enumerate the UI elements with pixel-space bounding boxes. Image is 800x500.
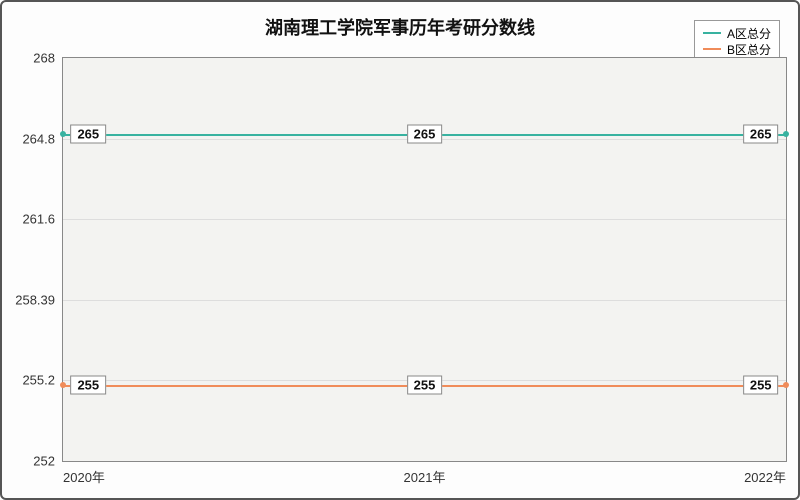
- y-tick-label: 261.6: [22, 212, 55, 227]
- legend-item-a: A区总分: [703, 25, 771, 41]
- series-marker: [783, 382, 789, 388]
- gridline: [63, 300, 786, 301]
- chart-title: 湖南理工学院军事历年考研分数线: [2, 14, 798, 40]
- plot-area: 252255.2258.39261.6264.82682020年2021年202…: [62, 57, 787, 462]
- legend-swatch-a: [703, 32, 721, 34]
- series-marker: [60, 382, 66, 388]
- point-label: 265: [407, 124, 443, 143]
- y-tick-label: 268: [33, 51, 55, 66]
- y-tick-label: 252: [33, 454, 55, 469]
- point-label: 265: [743, 124, 779, 143]
- point-label: 255: [407, 376, 443, 395]
- y-tick-label: 264.8: [22, 131, 55, 146]
- series-marker: [60, 131, 66, 137]
- legend-item-b: B区总分: [703, 41, 771, 57]
- point-label: 255: [70, 376, 106, 395]
- legend-label-a: A区总分: [727, 25, 771, 42]
- chart-frame: 湖南理工学院军事历年考研分数线 A区总分 B区总分 252255.2258.39…: [0, 0, 800, 500]
- series-marker: [783, 131, 789, 137]
- gridline: [63, 219, 786, 220]
- x-tick-label: 2020年: [63, 467, 105, 486]
- x-tick-label: 2021年: [404, 467, 446, 486]
- y-tick-label: 258.39: [15, 293, 55, 308]
- legend: A区总分 B区总分: [694, 20, 780, 62]
- legend-swatch-b: [703, 48, 721, 50]
- point-label: 255: [743, 376, 779, 395]
- y-tick-label: 255.2: [22, 373, 55, 388]
- point-label: 265: [70, 124, 106, 143]
- legend-label-b: B区总分: [727, 41, 771, 58]
- x-tick-label: 2022年: [744, 467, 786, 486]
